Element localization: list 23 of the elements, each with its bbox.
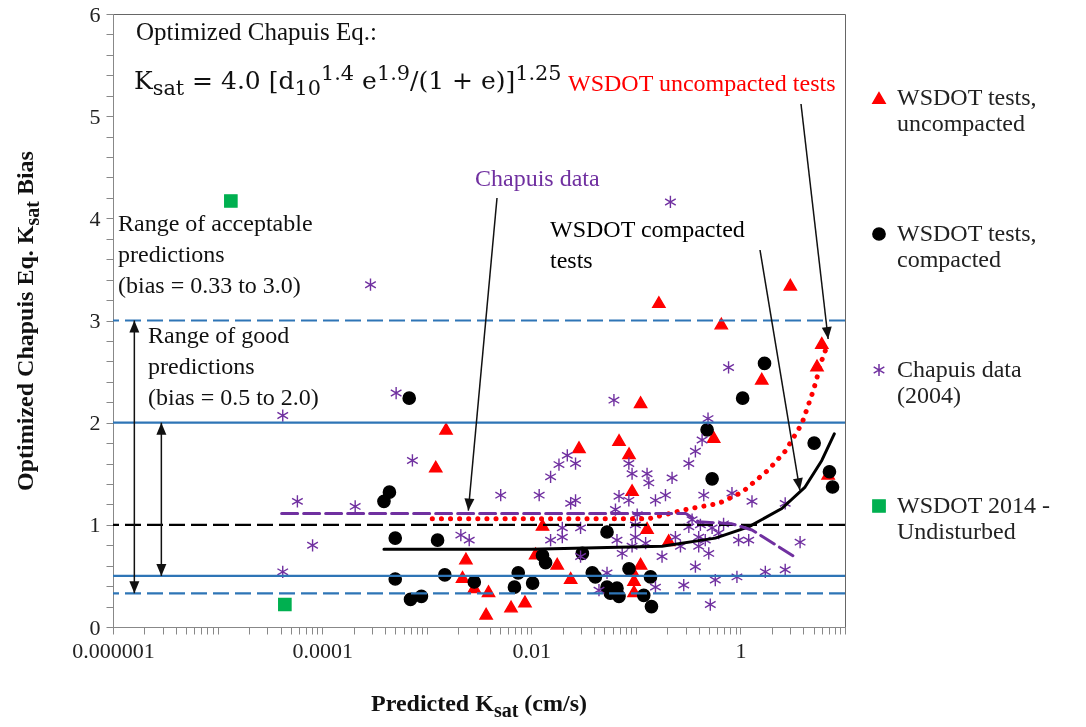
annotation: Range of acceptable predictions (bias = 0.33 to 3.0) xyxy=(118,209,314,301)
legend-label: WSDOT tests, compacted xyxy=(897,220,1037,272)
annotation: WSDOT compacted tests xyxy=(550,215,746,276)
y-tick-label: 3 xyxy=(89,308,101,333)
annotation: Optimized Chapuis Eq.: xyxy=(136,17,377,47)
legend-label: WSDOT 2014 - Undisturbed xyxy=(897,492,1050,544)
y-tick-label: 0 xyxy=(89,614,101,640)
x-axis-title: Predicted K$_{sat}$ (cm/s) xyxy=(371,690,587,722)
y-tick-label: 6 xyxy=(89,1,101,27)
legend-label: WSDOT tests, uncompacted xyxy=(897,84,1037,136)
annotation: Range of good predictions (bias = 0.5 to 2.0) xyxy=(148,321,320,413)
legend-label: Chapuis data (2004) xyxy=(897,356,1022,408)
y-tick-label: 2 xyxy=(89,410,101,436)
annotation: WSDOT uncompacted tests xyxy=(568,69,837,98)
x-tick-label: 0.0001 xyxy=(292,637,353,663)
y-tick-label: 1 xyxy=(89,512,101,538)
y-tick-label: 5 xyxy=(89,103,101,129)
x-tick-label: 1 xyxy=(735,637,747,663)
annotation: Chapuis data xyxy=(475,164,600,193)
text: K$_{sat}$ = 4.0 [d$_{10}$$^{1.4}$ e$^{1.9}$/(1 + e)]$^{1.25}$ xyxy=(134,61,562,101)
x-tick-label: 0.000001 xyxy=(72,637,155,663)
y-tick-label: 4 xyxy=(89,205,101,231)
x-tick-label: 0.01 xyxy=(512,637,552,663)
